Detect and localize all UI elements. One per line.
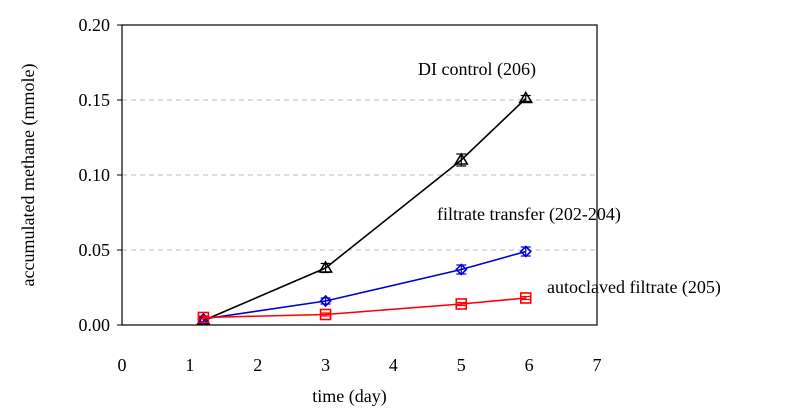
data-point — [518, 90, 534, 104]
data-point — [519, 245, 532, 258]
y-axis-label: accumulated methane (mmole) — [18, 64, 39, 287]
series-label-filtrate-transfer: filtrate transfer (202-204) — [437, 204, 621, 225]
y-tick-label: 0.20 — [79, 15, 111, 35]
x-tick-label: 6 — [525, 355, 534, 375]
data-point — [455, 263, 468, 276]
x-tick-label: 5 — [457, 355, 466, 375]
series-0 — [196, 90, 534, 326]
y-tick-label: 0.15 — [79, 90, 111, 110]
x-tick-label: 0 — [118, 355, 127, 375]
y-tick-label: 0.05 — [79, 240, 111, 260]
data-point — [318, 260, 333, 273]
x-tick-label: 7 — [593, 355, 602, 375]
y-axis-ticks: 0.00 0.05 0.10 0.15 0.20 — [79, 15, 122, 335]
series-line — [203, 97, 527, 322]
series-2 — [197, 292, 532, 324]
series-label-di-control: DI control (206) — [418, 59, 536, 80]
grid-lines — [122, 99, 597, 251]
x-tick-label: 4 — [389, 355, 398, 375]
data-point — [197, 311, 210, 324]
x-tick-label: 1 — [185, 355, 194, 375]
series-line — [203, 250, 526, 320]
data-point — [319, 294, 332, 308]
data-point — [455, 298, 468, 310]
data-series — [196, 90, 534, 326]
data-point — [519, 292, 532, 304]
x-tick-label: 3 — [321, 355, 330, 375]
data-point — [319, 308, 332, 321]
y-tick-label: 0.10 — [79, 165, 111, 185]
data-point — [453, 152, 469, 165]
series-1 — [197, 245, 532, 326]
x-axis-ticks: 0 1 2 3 4 5 6 7 — [118, 355, 602, 375]
series-label-autoclaved-filtrate: autoclaved filtrate (205) — [547, 277, 721, 298]
y-tick-label: 0.00 — [79, 315, 111, 335]
x-tick-label: 2 — [253, 355, 262, 375]
series-line — [203, 297, 526, 319]
x-axis-label: time (day) — [312, 386, 386, 407]
